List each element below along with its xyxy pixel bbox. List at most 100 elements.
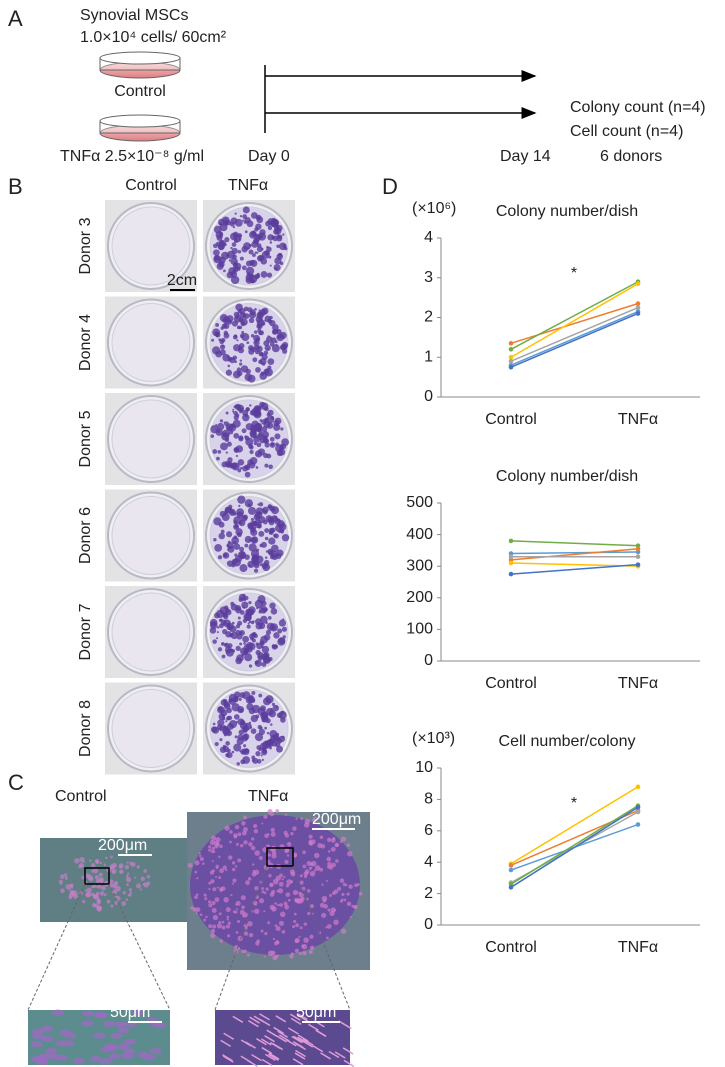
colony <box>263 697 272 706</box>
cell <box>302 1040 314 1048</box>
colony <box>236 508 245 517</box>
donor-label: Donor 8 <box>77 700 94 757</box>
colony <box>267 548 274 555</box>
cell <box>232 910 236 914</box>
cell <box>267 950 274 957</box>
cell <box>289 954 294 959</box>
colony <box>257 724 263 730</box>
colony <box>256 442 262 448</box>
cell <box>283 875 286 879</box>
cell <box>312 816 318 822</box>
colony <box>219 738 223 742</box>
control-label: Control <box>114 83 166 100</box>
cell <box>221 925 226 930</box>
cell <box>308 841 313 846</box>
colony <box>239 214 243 218</box>
cell <box>265 887 269 891</box>
colony <box>250 714 259 723</box>
cell <box>349 916 352 919</box>
cell <box>149 1048 162 1055</box>
cell <box>122 890 126 895</box>
dish <box>99 51 181 79</box>
cell <box>294 948 299 953</box>
series-line <box>510 563 639 575</box>
cell <box>208 887 211 891</box>
cell <box>333 889 339 894</box>
colony <box>257 654 264 661</box>
colony <box>258 747 262 752</box>
cell <box>241 830 247 836</box>
colony <box>238 504 241 508</box>
cell <box>232 1015 244 1023</box>
cell <box>227 921 231 925</box>
cell <box>246 953 250 957</box>
colony <box>266 739 273 747</box>
colony <box>228 356 233 361</box>
data-point <box>635 804 641 810</box>
colony <box>230 631 239 640</box>
cell <box>285 883 290 888</box>
scale-label: 200μm <box>98 837 147 854</box>
cell <box>79 856 85 863</box>
cell <box>309 870 316 877</box>
cell <box>264 833 269 839</box>
series-line <box>510 310 639 366</box>
colony <box>234 735 238 739</box>
colony <box>276 235 283 242</box>
colony <box>270 707 273 711</box>
cell <box>96 861 99 865</box>
cell <box>103 863 107 866</box>
cell <box>294 939 299 944</box>
colony <box>244 471 251 478</box>
cell <box>222 865 227 870</box>
colony <box>260 754 263 757</box>
cell <box>233 833 238 838</box>
colony <box>269 264 272 267</box>
cell <box>341 892 345 896</box>
cell <box>239 909 245 915</box>
cell <box>247 921 253 927</box>
cell <box>283 830 288 835</box>
cell <box>116 896 121 901</box>
colony <box>234 261 238 265</box>
data-point <box>508 354 514 360</box>
colony <box>255 618 262 625</box>
y-tick-label: 8 <box>424 791 433 808</box>
colony <box>282 635 286 639</box>
cell <box>117 1027 130 1034</box>
cell <box>276 1035 287 1043</box>
cell <box>269 846 276 852</box>
cell <box>232 882 235 885</box>
colony <box>250 431 257 439</box>
colony <box>229 463 235 469</box>
colony <box>239 362 243 366</box>
colony <box>257 595 266 604</box>
series-line <box>510 302 639 345</box>
column-label: TNFα <box>248 788 288 805</box>
cell <box>302 850 306 855</box>
colony <box>234 403 242 411</box>
colony <box>264 536 269 541</box>
inset-lead <box>292 865 351 1011</box>
colony <box>256 274 261 279</box>
colony <box>263 406 269 412</box>
cell <box>326 936 329 940</box>
colony <box>275 553 282 559</box>
cell <box>320 1052 331 1060</box>
colony <box>217 706 225 714</box>
data-point <box>635 822 641 827</box>
colony <box>226 253 230 257</box>
cell <box>220 1039 232 1048</box>
colony <box>261 758 265 762</box>
colony <box>261 431 270 439</box>
colony <box>250 259 258 267</box>
cell <box>209 870 215 875</box>
cell <box>110 1032 123 1039</box>
cell <box>273 954 279 959</box>
scale-label: 50μm <box>110 1004 150 1021</box>
colony <box>244 653 253 662</box>
scale-label: 200μm <box>312 811 361 828</box>
colony <box>213 538 217 542</box>
colony <box>272 704 279 712</box>
cells-label: Synovial MSCs <box>80 7 188 24</box>
